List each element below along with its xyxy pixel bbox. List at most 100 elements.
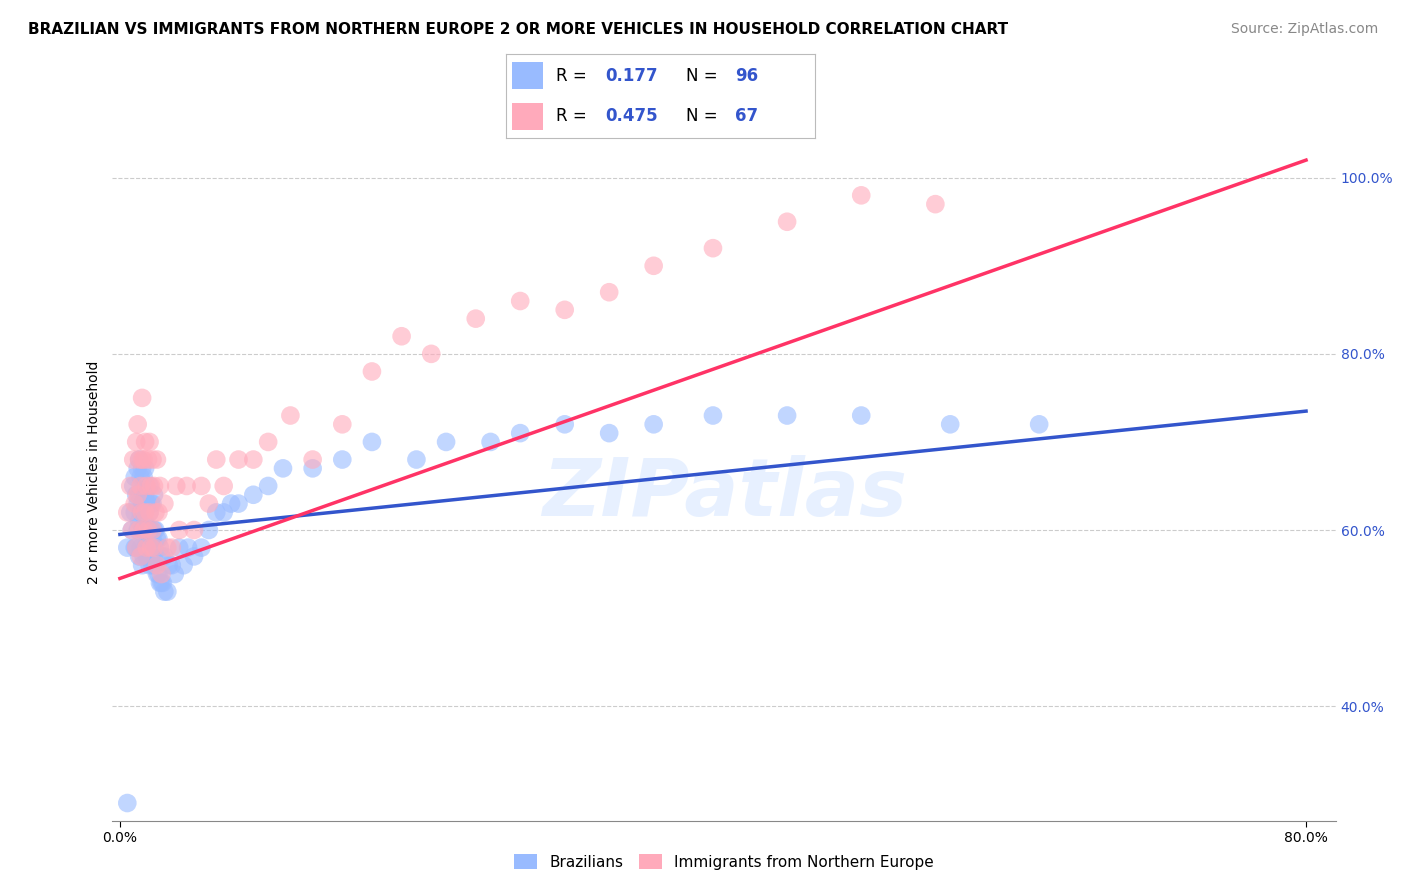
Text: Source: ZipAtlas.com: Source: ZipAtlas.com [1230, 22, 1378, 37]
Point [125, 488, 148, 502]
Point [131, 523, 153, 537]
Point [127, 523, 149, 537]
Text: N =: N = [686, 107, 723, 125]
Point [143, 488, 166, 502]
Point [127, 488, 149, 502]
Point [132, 549, 155, 564]
Point [776, 215, 799, 229]
Point [117, 796, 139, 810]
Point [129, 479, 152, 493]
Point [434, 434, 457, 449]
Point [135, 479, 157, 493]
Point [509, 293, 531, 308]
Point [141, 558, 163, 573]
Point [131, 505, 153, 519]
Point [554, 417, 576, 432]
Point [219, 497, 242, 511]
Point [132, 452, 155, 467]
Point [129, 470, 152, 484]
Point [479, 434, 502, 449]
Point [132, 523, 155, 537]
Point [212, 505, 235, 519]
Point [127, 497, 149, 511]
Point [1028, 417, 1050, 432]
Point [143, 541, 166, 555]
Point [598, 426, 620, 441]
Point [131, 497, 153, 511]
Point [643, 259, 665, 273]
Point [330, 417, 353, 432]
Point [228, 452, 250, 467]
Point [177, 541, 200, 555]
Point [127, 461, 149, 475]
Point [134, 505, 156, 519]
Point [148, 567, 170, 582]
Point [145, 505, 167, 519]
Point [138, 558, 160, 573]
Point [420, 347, 443, 361]
Point [148, 532, 170, 546]
Point [156, 541, 179, 555]
Point [128, 514, 150, 528]
Text: R =: R = [555, 107, 592, 125]
Point [121, 523, 143, 537]
Point [257, 434, 280, 449]
Point [150, 549, 173, 564]
Point [139, 549, 162, 564]
Point [143, 523, 166, 537]
Point [131, 452, 153, 467]
Point [148, 505, 170, 519]
Point [141, 532, 163, 546]
Point [128, 549, 150, 564]
Point [134, 514, 156, 528]
Point [141, 523, 163, 537]
Point [136, 497, 159, 511]
Point [212, 479, 235, 493]
Point [271, 461, 294, 475]
Point [228, 497, 250, 511]
Point [128, 452, 150, 467]
Point [183, 549, 205, 564]
Point [124, 505, 146, 519]
Point [150, 575, 173, 590]
Text: R =: R = [555, 67, 592, 85]
Point [173, 558, 195, 573]
Point [135, 497, 157, 511]
Legend: Brazilians, Immigrants from Northern Europe: Brazilians, Immigrants from Northern Eur… [509, 847, 939, 876]
Point [160, 558, 183, 573]
Point [146, 452, 169, 467]
Point [152, 575, 174, 590]
Point [143, 479, 166, 493]
Point [124, 470, 146, 484]
Point [128, 452, 150, 467]
Point [198, 523, 221, 537]
Point [301, 452, 323, 467]
Point [153, 549, 176, 564]
Point [391, 329, 413, 343]
Point [125, 434, 148, 449]
Point [120, 479, 142, 493]
Bar [512, 103, 543, 130]
Point [124, 497, 146, 511]
Point [156, 584, 179, 599]
Point [136, 549, 159, 564]
Point [157, 558, 180, 573]
Point [598, 285, 620, 300]
Point [146, 567, 169, 582]
Point [127, 417, 149, 432]
Point [145, 523, 167, 537]
Point [205, 505, 228, 519]
Text: N =: N = [686, 67, 723, 85]
Point [129, 541, 152, 555]
Point [165, 479, 187, 493]
Point [464, 311, 486, 326]
Point [146, 532, 169, 546]
Point [128, 523, 150, 537]
Point [301, 461, 323, 475]
Point [242, 488, 264, 502]
Point [134, 541, 156, 555]
Point [146, 558, 169, 573]
Point [139, 523, 162, 537]
Text: BRAZILIAN VS IMMIGRANTS FROM NORTHERN EUROPE 2 OR MORE VEHICLES IN HOUSEHOLD COR: BRAZILIAN VS IMMIGRANTS FROM NORTHERN EU… [28, 22, 1008, 37]
Point [851, 409, 873, 423]
